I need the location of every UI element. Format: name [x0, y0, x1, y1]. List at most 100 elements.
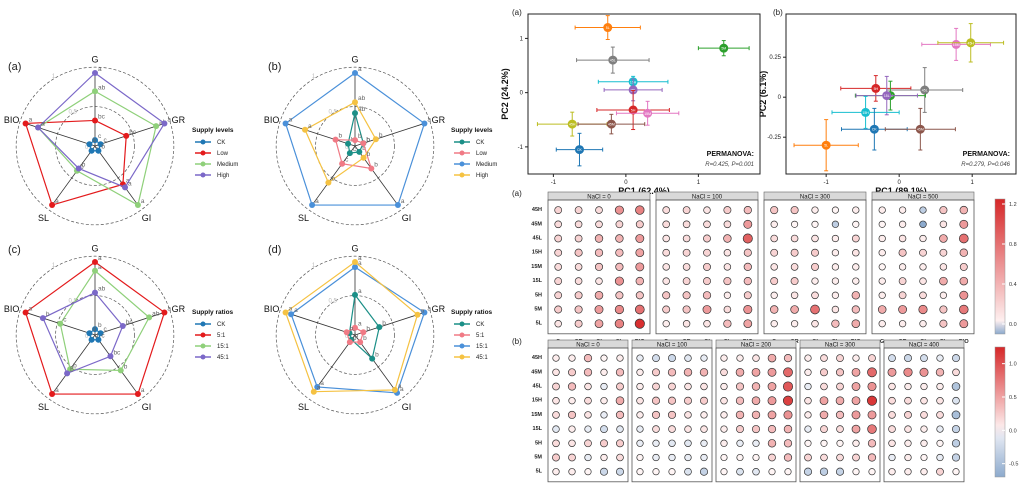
correlation-bubble	[635, 234, 645, 243]
row-label: 15M	[531, 264, 542, 270]
data-point	[67, 366, 74, 373]
permanova-title: PERMANOVA:	[707, 151, 754, 158]
correlation-bubble	[920, 453, 928, 462]
correlation-bubble	[919, 320, 927, 328]
correlation-bubble	[751, 410, 761, 420]
legend-label: Medium	[217, 162, 238, 168]
correlation-bubble	[898, 320, 907, 328]
correlation-bubble	[634, 304, 645, 315]
legend-label: 5:1	[476, 333, 485, 339]
correlation-bubble	[811, 220, 819, 228]
correlation-bubble	[951, 410, 961, 420]
group-label: 45M	[608, 123, 615, 127]
data-point	[95, 336, 102, 343]
correlation-bubble	[554, 206, 563, 214]
correlation-bubble	[723, 291, 732, 299]
data-point	[309, 202, 316, 209]
data-point	[352, 70, 358, 76]
axis-label: GI	[142, 402, 152, 412]
correlation-bubble	[667, 368, 677, 377]
correlation-bubble	[904, 468, 912, 476]
correlation-bubble	[723, 234, 732, 243]
group-centroid	[915, 124, 925, 134]
correlation-bubble	[703, 319, 711, 328]
axis-label: GR	[432, 115, 446, 125]
correlation-bubble	[959, 248, 968, 257]
axis-label: G	[91, 54, 98, 64]
correlation-bubble	[567, 382, 577, 391]
correlation-bubble	[554, 305, 563, 314]
correlation-bubble	[567, 410, 577, 419]
significance-letter: b	[98, 322, 102, 329]
y-tick-label: -0.25	[767, 135, 781, 141]
correlation-bubble	[574, 234, 583, 243]
significance-letter: b	[92, 137, 96, 144]
ring-tick-label: 0.5	[328, 299, 337, 305]
data-point	[282, 120, 289, 127]
axis-spoke	[354, 123, 425, 147]
colorbar-tick-label: 0.4	[1009, 282, 1017, 288]
facet-panel	[631, 347, 713, 483]
legend-swatch-dot	[200, 139, 206, 145]
correlation-bubble	[783, 453, 793, 462]
correlation-bubble	[635, 291, 644, 300]
correlation-bubble	[634, 318, 645, 329]
correlation-bubble	[804, 396, 812, 405]
correlation-bubble	[936, 411, 944, 419]
correlation-bubble	[600, 467, 608, 476]
group-centroid	[628, 85, 638, 95]
correlation-bubble	[554, 277, 563, 285]
correlation-bubble	[584, 396, 592, 405]
correlation-bubble	[616, 453, 624, 462]
significance-letter: b	[124, 363, 128, 370]
correlation-bubble	[594, 234, 604, 243]
correlation-bubble	[898, 220, 907, 228]
correlation-bubble	[636, 382, 644, 391]
correlation-bubble	[568, 439, 576, 448]
significance-letter: b	[375, 352, 379, 359]
correlation-bubble	[887, 367, 897, 377]
group-centroid	[608, 55, 618, 65]
panel-label: (c)	[8, 244, 21, 256]
row-label: 5M	[534, 455, 542, 461]
correlation-bubble	[574, 248, 583, 257]
correlation-bubble	[751, 425, 761, 434]
correlation-bubble	[683, 368, 693, 377]
significance-letter: a	[358, 255, 362, 262]
correlation-bubble	[878, 234, 886, 243]
significance-letter: c	[345, 157, 349, 164]
correlation-bubble	[662, 291, 671, 300]
correlation-bubble	[636, 439, 644, 447]
correlation-bubble	[852, 354, 860, 362]
significance-letter: b	[80, 164, 84, 171]
correlation-bubble	[851, 410, 861, 420]
correlation-bubble	[852, 277, 860, 285]
data-point	[92, 259, 98, 265]
correlation-bubble	[652, 425, 660, 433]
correlation-bubble	[835, 410, 845, 420]
correlation-bubble	[568, 453, 576, 462]
axis-label: GI	[402, 213, 412, 223]
facet-panel	[883, 347, 965, 483]
group-label: 45L	[922, 89, 928, 93]
correlation-bubble	[552, 382, 560, 391]
correlation-bubble	[568, 397, 576, 405]
correlation-bubble	[554, 248, 563, 257]
correlation-bubble	[736, 453, 744, 462]
correlation-bubble	[936, 467, 944, 476]
correlation-bubble	[868, 468, 876, 476]
colorbar-tick-label: 0.0	[1009, 428, 1017, 434]
correlation-bubble	[939, 263, 948, 271]
data-point	[95, 147, 102, 154]
correlation-bubble	[682, 234, 691, 243]
correlation-bubble	[939, 291, 948, 299]
significance-letter: ab	[98, 286, 106, 293]
correlation-bubble	[584, 439, 592, 448]
axis-spoke	[354, 145, 399, 206]
correlation-bubble	[820, 368, 828, 377]
correlation-bubble	[684, 467, 692, 476]
correlation-bubble	[574, 220, 583, 229]
panel-label: (b)	[773, 8, 783, 17]
correlation-bubble	[594, 319, 604, 329]
correlation-bubble	[888, 382, 896, 391]
